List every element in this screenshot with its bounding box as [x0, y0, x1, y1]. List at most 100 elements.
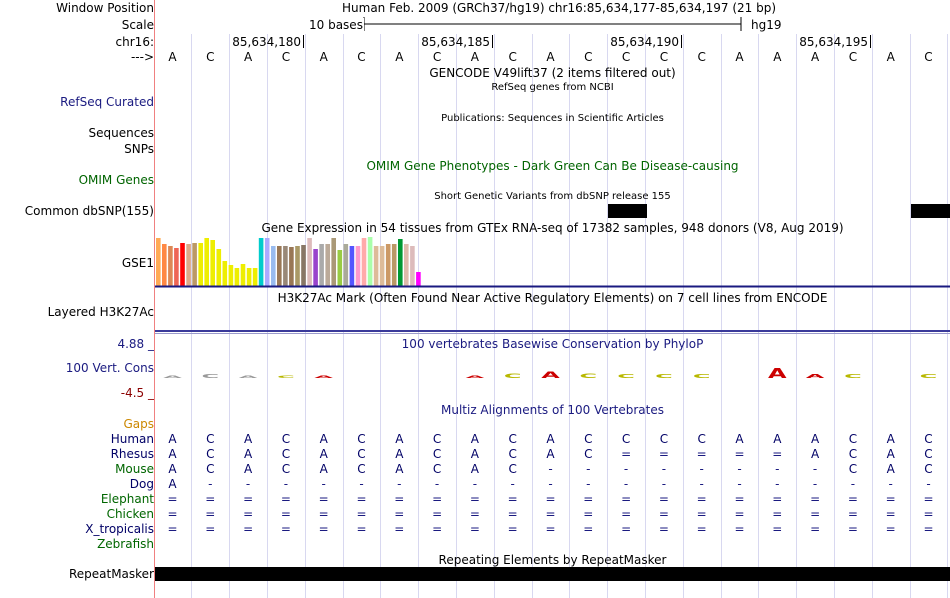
alignment-base: = [205, 522, 216, 536]
label-layered-h3k27ac[interactable]: Layered H3K27Ac [47, 305, 154, 319]
gtex-track-title[interactable]: Gene Expression in 54 tissues from GTEx … [261, 221, 844, 235]
alignment-base: = [847, 492, 858, 506]
reference-base: C [848, 50, 858, 64]
alignment-base: = [696, 447, 707, 461]
label-chrom: chr16: [115, 35, 154, 49]
label-common-dbsnp[interactable]: Common dbSNP(155) [24, 204, 154, 218]
species-label[interactable]: Elephant [100, 492, 154, 506]
alignment-base: - [737, 462, 742, 476]
reference-base: C [357, 50, 366, 64]
alignment-base: = [167, 492, 178, 506]
track-area[interactable]: Human Feb. 2009 (GRCh37/hg19) chr16:85,6… [155, 0, 950, 598]
alignment-base: A [546, 432, 555, 446]
alignment-base: = [923, 507, 934, 521]
alignment-base: C [432, 432, 442, 446]
label-gaps[interactable]: Gaps [123, 417, 154, 431]
multiz-track-title[interactable]: Multiz Alignments of 100 Vertebrates [440, 403, 665, 417]
refseq-track-title[interactable]: RefSeq genes from NCBI [491, 82, 614, 93]
alignment-base: = [469, 507, 480, 521]
gtex-expression-chart[interactable] [155, 236, 950, 288]
gtex-tissue-bar [222, 261, 228, 286]
dbsnp-variant-2[interactable] [911, 204, 950, 218]
alignment-base: C [848, 432, 858, 446]
alignment-base: - [472, 477, 478, 491]
alignment-base: = [658, 522, 669, 536]
alignment-base: = [696, 492, 707, 506]
alignment-base: = [507, 507, 518, 521]
alignment-base: C [432, 462, 442, 476]
rmsk-track-title[interactable]: Repeating Elements by RepeatMasker [438, 553, 667, 567]
alignment-base: C [281, 432, 291, 446]
alignment-base: - [812, 462, 818, 476]
phylop-track-title[interactable]: 100 vertebrates Basewise Conservation by… [401, 337, 704, 351]
species-label[interactable]: X_tropicalis [85, 522, 154, 536]
gtex-tissue-bar [379, 246, 385, 286]
alignment-base: = [394, 522, 405, 536]
alignment-base: - [775, 462, 780, 476]
gtex-tissue-bar [349, 246, 355, 286]
label-sequences[interactable]: Sequences [88, 126, 154, 140]
dbsnp-track-title[interactable]: Short Genetic Variants from dbSNP releas… [434, 191, 671, 202]
label-gse1[interactable]: GSE1 [121, 256, 154, 270]
alignment-base: A [810, 447, 820, 461]
label-strand-arrow: ---> [130, 50, 154, 64]
label-snps[interactable]: SNPs [124, 142, 154, 156]
gtex-tissue-bar [410, 246, 415, 286]
label-omim-genes[interactable]: OMIM Genes [78, 173, 154, 187]
alignment-base: = [318, 507, 329, 521]
h3k27ac-track-title[interactable]: H3K27Ac Mark (Often Found Near Active Re… [277, 291, 828, 305]
label-repeatmasker[interactable]: RepeatMasker [68, 567, 154, 581]
reference-base: C [206, 50, 215, 64]
alignment-base: = [545, 492, 556, 506]
gtex-tissue-bar [343, 244, 349, 286]
reference-base: A [168, 50, 177, 64]
species-label[interactable]: Dog [129, 477, 154, 491]
gtex-tissue-bar [307, 238, 312, 286]
alignment-base: = [167, 507, 178, 521]
publications-track-title[interactable]: Publications: Sequences in Scientific Ar… [441, 113, 664, 124]
alignment-base: = [583, 492, 594, 506]
alignment-base: - [623, 462, 629, 476]
label-refseq-curated[interactable]: RefSeq Curated [60, 95, 154, 109]
alignment-base: = [280, 522, 291, 536]
alignment-base: A [168, 432, 177, 446]
gtex-tissue-bar [240, 264, 246, 286]
track-label-column: Window Position Scale chr16: ---> RefSeq… [0, 0, 154, 598]
omim-track-title[interactable]: OMIM Gene Phenotypes - Dark Green Can Be… [366, 159, 739, 173]
dbsnp-variant-1[interactable] [608, 204, 647, 218]
alignment-base: A [168, 477, 177, 491]
alignment-base: C [584, 432, 593, 446]
alignment-base: - [699, 462, 704, 476]
label-vert-cons[interactable]: 100 Vert. Cons [65, 361, 154, 375]
reference-base: A [886, 50, 895, 64]
gtex-tissue-bar [416, 272, 421, 286]
species-label[interactable]: Mouse [115, 462, 154, 476]
gtex-tissue-bar [331, 238, 336, 286]
species-label[interactable]: Chicken [106, 507, 154, 521]
species-label[interactable]: Human [110, 432, 154, 446]
gtex-tissue-bar [277, 246, 282, 286]
alignment-base: = [810, 492, 821, 506]
species-label[interactable]: Rhesus [110, 447, 154, 461]
h3k27ac-signal-line-2 [155, 333, 950, 334]
alignment-base: C [206, 432, 215, 446]
ruler-position-label: 85,634,195 [799, 35, 868, 49]
repeatmasker-element[interactable] [155, 567, 950, 581]
alignment-base: = [734, 492, 745, 506]
alignment-base: C [659, 432, 669, 446]
alignment-base: = [734, 447, 745, 461]
phylop-logo-base: A [541, 371, 560, 381]
species-label[interactable]: Zebrafish [97, 537, 154, 551]
phylop-logo-base: A [466, 375, 486, 379]
alignment-base: = [810, 507, 821, 521]
alignment-base: = [772, 447, 783, 461]
gtex-tissue-bar [210, 240, 215, 286]
alignment-base: - [737, 477, 742, 491]
alignment-base: C [621, 432, 631, 446]
alignment-base: A [735, 432, 744, 446]
alignment-base: - [926, 477, 931, 491]
gencode-track-title[interactable]: GENCODE V49lift37 (2 items filtered out) [429, 66, 676, 80]
alignment-base: = [772, 507, 783, 521]
alignment-base: C [924, 432, 933, 446]
